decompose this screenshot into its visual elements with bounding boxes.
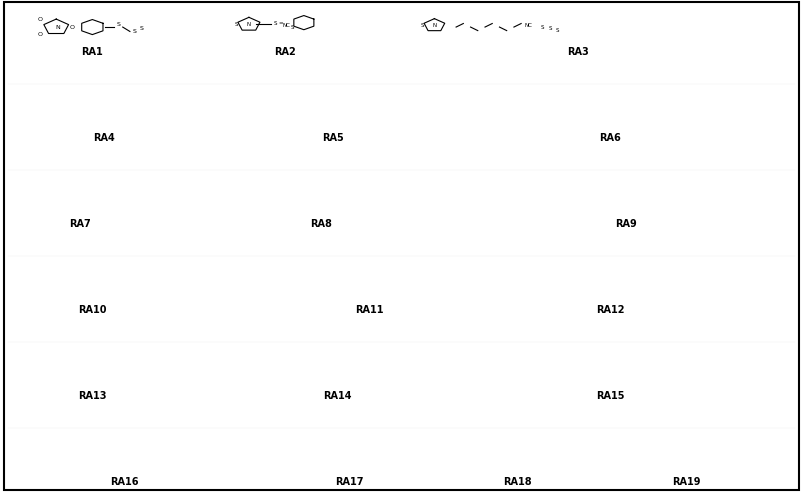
Text: RA16: RA16	[110, 477, 139, 487]
Text: N: N	[246, 22, 251, 27]
Text: O: O	[38, 18, 43, 23]
Text: S: S	[273, 21, 277, 26]
Text: RA3: RA3	[566, 47, 589, 57]
Text: RA1: RA1	[81, 47, 103, 57]
Text: S: S	[541, 25, 544, 30]
Text: N: N	[431, 23, 436, 28]
Text: RA11: RA11	[354, 305, 383, 315]
Text: S: S	[116, 22, 120, 27]
Text: RA5: RA5	[322, 133, 344, 143]
Text: NC: NC	[282, 23, 290, 28]
Text: S: S	[548, 27, 551, 31]
Text: RA6: RA6	[598, 133, 621, 143]
Text: S: S	[234, 22, 237, 27]
Text: S: S	[555, 28, 558, 33]
Text: RA10: RA10	[78, 305, 107, 315]
Text: RA15: RA15	[595, 391, 624, 401]
Text: S: S	[140, 27, 144, 31]
Text: NC: NC	[524, 23, 532, 28]
Text: RA12: RA12	[595, 305, 624, 315]
Text: N: N	[55, 25, 60, 30]
Text: RA13: RA13	[78, 391, 107, 401]
Text: RA19: RA19	[671, 477, 700, 487]
Text: O: O	[70, 25, 75, 30]
Text: RA8: RA8	[310, 219, 332, 229]
Text: S: S	[132, 29, 136, 34]
Text: RA7: RA7	[69, 219, 91, 229]
Text: RA18: RA18	[503, 477, 532, 487]
Text: O: O	[38, 31, 43, 36]
Text: RA2: RA2	[273, 47, 296, 57]
Text: =: =	[278, 21, 282, 26]
Text: RA14: RA14	[322, 391, 351, 401]
Text: S: S	[420, 23, 423, 28]
Text: RA17: RA17	[334, 477, 363, 487]
Text: RA4: RA4	[93, 133, 115, 143]
Text: S: S	[290, 25, 294, 30]
Text: RA9: RA9	[614, 219, 637, 229]
